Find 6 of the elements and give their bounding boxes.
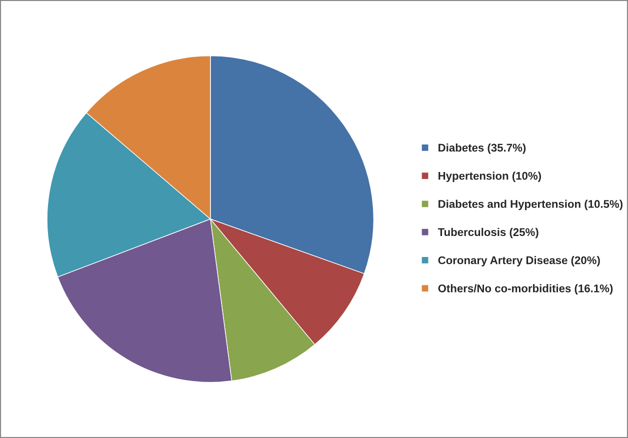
legend-label: Coronary Artery Disease (20%) [438, 256, 600, 266]
legend-label: Hypertension (10%) [438, 172, 541, 182]
legend-label: Diabetes (35.7%) [438, 143, 526, 154]
legend-label: Tuberculosis (25%) [438, 228, 538, 238]
legend-label: Diabetes and Hypertension (10.5%) [438, 200, 622, 210]
legend-label: Others/No co-morbidities (16.1%) [438, 284, 613, 295]
